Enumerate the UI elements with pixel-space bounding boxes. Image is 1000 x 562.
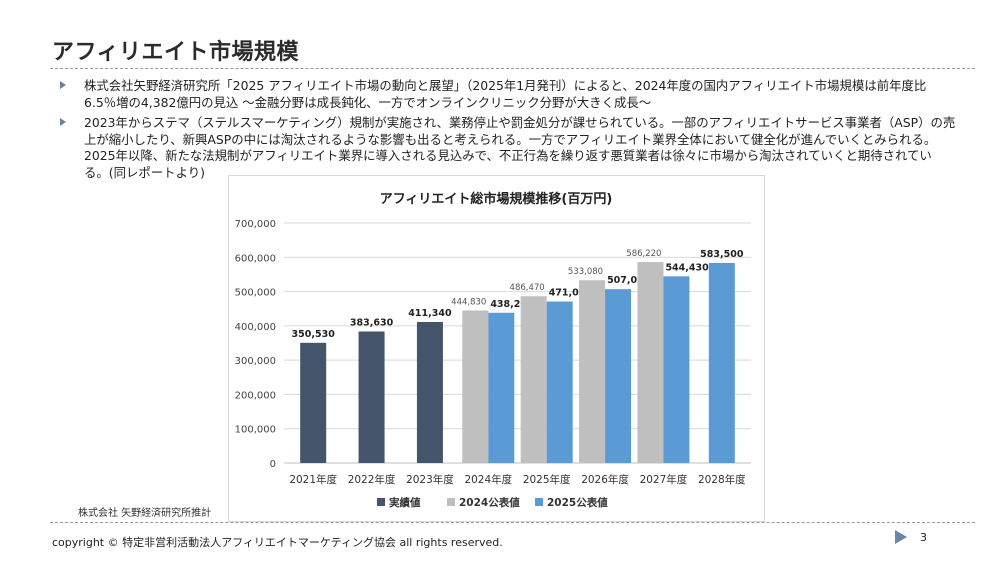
x-tick-label: 2027年度 xyxy=(640,473,688,486)
bar xyxy=(579,280,606,463)
bullet-text: 2023年からステマ（ステルスマーケティング）規制が実施され、業務停止や罰金処分… xyxy=(84,115,956,180)
legend-swatch xyxy=(535,498,543,506)
x-tick-label: 2028年度 xyxy=(698,473,746,486)
page-number: 3 xyxy=(920,531,927,544)
data-label: 533,080 xyxy=(568,267,603,277)
x-tick-label: 2026年度 xyxy=(581,473,629,486)
chart-canvas: アフィリエイト総市場規模推移(百万円) 0 100,000 200,000 300,00… xyxy=(235,191,751,509)
bar xyxy=(605,289,632,463)
y-tick-label: 100,000 xyxy=(235,425,276,436)
x-tick-label: 2023年度 xyxy=(406,473,454,486)
bullet-item: 株式会社矢野経済研究所「2025 アフィリエイト市場の動向と展望」（2025年1… xyxy=(56,78,956,111)
x-tick-label: 2022年度 xyxy=(348,473,396,486)
copyright-footer: copyright © 特定非営利活動法人アフィリエイトマーケティング協会 al… xyxy=(52,536,503,549)
x-tick-label: 2021年度 xyxy=(289,473,337,486)
slide-title: アフィリエイト市場規模 xyxy=(52,40,300,65)
y-tick-label: 700,000 xyxy=(235,219,276,230)
y-tick-label: 0 xyxy=(270,459,276,470)
bar xyxy=(300,342,327,463)
bullet-triangle-icon xyxy=(60,118,66,126)
legend-label: 2024公表値 xyxy=(459,496,520,509)
legend-swatch xyxy=(377,498,385,506)
legend-swatch xyxy=(447,498,455,506)
y-tick-label: 400,000 xyxy=(235,322,276,333)
bar xyxy=(358,331,385,463)
legend-label: 実績値 xyxy=(389,496,421,509)
bullet-item: 2023年からステマ（ステルスマーケティング）規制が実施され、業務停止や罰金処分… xyxy=(56,115,956,181)
chart-title: アフィリエイト総市場規模推移(百万円) xyxy=(380,191,613,207)
data-label: 438,200 xyxy=(490,299,534,310)
y-tick-label: 300,000 xyxy=(235,356,276,367)
bar xyxy=(663,276,690,463)
bar xyxy=(520,296,547,463)
legend-label: 2025公表値 xyxy=(547,496,608,509)
data-label: 383,630 xyxy=(350,317,394,328)
y-tick-label: 500,000 xyxy=(235,288,276,299)
data-label: 583,500 xyxy=(700,249,744,260)
footer-divider xyxy=(50,522,975,523)
data-label: 444,830 xyxy=(451,297,486,307)
bar xyxy=(708,262,735,463)
data-label: 507,030 xyxy=(607,275,651,286)
bar xyxy=(462,310,489,463)
y-tick-label: 600,000 xyxy=(235,253,276,264)
bullet-triangle-icon xyxy=(60,81,66,89)
bullet-list: 株式会社矢野経済研究所「2025 アフィリエイト市場の動向と展望」（2025年1… xyxy=(56,78,956,185)
source-note: 株式会社 矢野経済研究所推計 xyxy=(78,508,212,519)
title-divider xyxy=(50,68,975,69)
data-label: 411,340 xyxy=(408,308,452,319)
bar xyxy=(546,301,573,463)
data-label: 544,430 xyxy=(665,262,709,273)
bullet-text: 株式会社矢野経済研究所「2025 アフィリエイト市場の動向と展望」（2025年1… xyxy=(84,78,927,110)
x-tick-label: 2025年度 xyxy=(523,473,571,486)
y-tick-label: 200,000 xyxy=(235,390,276,401)
next-slide-icon[interactable] xyxy=(895,530,907,544)
data-label: 586,220 xyxy=(626,249,661,259)
bar xyxy=(416,321,443,463)
bar xyxy=(488,312,515,463)
data-label: 471,040 xyxy=(549,288,593,299)
data-label: 486,470 xyxy=(510,283,545,293)
data-label: 350,530 xyxy=(292,329,336,340)
bar xyxy=(637,262,664,463)
x-tick-label: 2024年度 xyxy=(464,473,512,486)
market-size-chart: アフィリエイト総市場規模推移(百万円) 0 100,000 200,000 300,00… xyxy=(228,175,765,522)
